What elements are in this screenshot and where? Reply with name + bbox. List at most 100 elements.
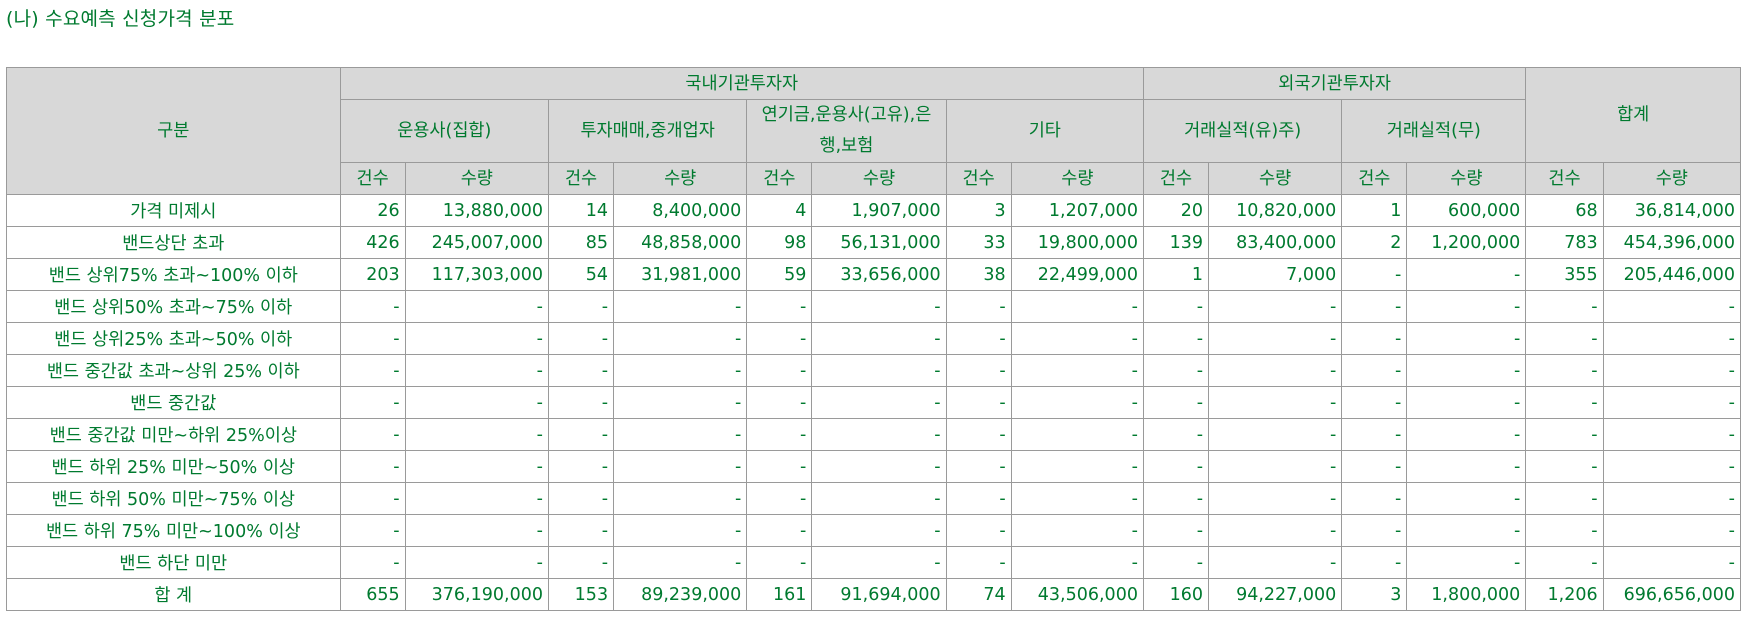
qty-cell: -: [1208, 386, 1343, 419]
qty-cell: 33,656,000: [811, 258, 947, 291]
count-cell: 2: [1341, 226, 1408, 259]
qty-cell: -: [811, 546, 947, 579]
table-row: 밴드 하위 75% 미만~100% 이상 - - - - - - - - - - - - - -: [6, 514, 1742, 547]
count-cell: 3: [1341, 578, 1408, 611]
qty-cell: -: [1406, 482, 1527, 515]
qty-cell: -: [1602, 354, 1742, 387]
count-cell: -: [547, 322, 615, 355]
qty-cell: -: [613, 418, 748, 451]
count-cell: -: [1341, 482, 1408, 515]
header-domestic: 국내기관투자자: [339, 67, 1144, 100]
qty-cell: -: [404, 450, 550, 483]
count-cell: 54: [547, 258, 615, 291]
count-cell: -: [746, 386, 813, 419]
qty-cell: -: [1602, 418, 1742, 451]
table-row: 밴드 상위50% 초과~75% 이하 - - - - - - - - - - - - - -: [6, 290, 1742, 323]
header-other: 기타: [945, 99, 1144, 163]
count-cell: -: [945, 354, 1012, 387]
qty-cell: -: [1010, 290, 1144, 323]
count-cell: -: [945, 322, 1012, 355]
table-row: 밴드 중간값 미만~하위 25%이상 - - - - - - - - - - - - - -: [6, 418, 1742, 451]
count-cell: -: [1525, 450, 1604, 483]
count-cell: -: [339, 322, 406, 355]
count-cell: -: [945, 386, 1012, 419]
count-cell: -: [1525, 386, 1604, 419]
table-row: 밴드 하위 25% 미만~50% 이상 - - - - - - - - - - - - - -: [6, 450, 1742, 483]
count-cell: -: [1142, 450, 1210, 483]
table-row: 밴드상단 초과 426 245,007,000 85 48,858,000 98 56,13…: [6, 226, 1742, 259]
count-cell: -: [1142, 290, 1210, 323]
qty-cell: -: [811, 322, 947, 355]
header-record-no: 거래실적(무): [1341, 99, 1527, 163]
qty-cell: 1,200,000: [1406, 226, 1527, 259]
row-label: 밴드 상위50% 초과~75% 이하: [6, 290, 341, 323]
row-label: 합 계: [6, 578, 341, 611]
qty-cell: -: [613, 290, 748, 323]
qty-cell: 1,907,000: [811, 194, 947, 227]
qty-cell: -: [1208, 514, 1343, 547]
count-cell: -: [746, 354, 813, 387]
qty-cell: -: [1010, 514, 1144, 547]
qty-cell: 91,694,000: [811, 578, 947, 611]
header-category: 구분: [6, 67, 341, 195]
demand-forecast-table: 구분 국내기관투자자 외국기관투자자 합계 운용사(집합) 투자매매,중개업자 …: [6, 67, 1742, 611]
qty-cell: 1,207,000: [1010, 194, 1144, 227]
qty-cell: 43,506,000: [1010, 578, 1144, 611]
qty-cell: -: [1406, 514, 1527, 547]
qty-cell: 696,656,000: [1602, 578, 1742, 611]
count-cell: -: [339, 450, 406, 483]
qty-cell: -: [613, 482, 748, 515]
row-label: 밴드 상위75% 초과~100% 이하: [6, 258, 341, 291]
row-label: 밴드 하단 미만: [6, 546, 341, 579]
count-cell: -: [945, 450, 1012, 483]
count-cell: -: [1341, 322, 1408, 355]
count-cell: -: [746, 322, 813, 355]
header-count: 건수: [746, 162, 813, 195]
count-cell: 161: [746, 578, 813, 611]
header-qty: 수량: [1010, 162, 1144, 195]
header-qty: 수량: [1602, 162, 1742, 195]
header-pension: 연기금,운용사(고유),은행,보험: [746, 99, 947, 163]
qty-cell: -: [1010, 482, 1144, 515]
count-cell: -: [1525, 546, 1604, 579]
count-cell: -: [1341, 418, 1408, 451]
header-count: 건수: [1142, 162, 1210, 195]
count-cell: -: [1525, 514, 1604, 547]
qty-cell: -: [1010, 386, 1144, 419]
count-cell: -: [746, 482, 813, 515]
qty-cell: -: [1406, 450, 1527, 483]
count-cell: -: [547, 386, 615, 419]
qty-cell: -: [1602, 514, 1742, 547]
qty-cell: -: [1208, 450, 1343, 483]
qty-cell: 56,131,000: [811, 226, 947, 259]
qty-cell: -: [404, 322, 550, 355]
count-cell: -: [1525, 322, 1604, 355]
row-label: 밴드 중간값 미만~하위 25%이상: [6, 418, 341, 451]
count-cell: 355: [1525, 258, 1604, 291]
count-cell: 98: [746, 226, 813, 259]
count-cell: -: [547, 482, 615, 515]
row-label: 밴드 하위 75% 미만~100% 이상: [6, 514, 341, 547]
row-label: 밴드 중간값: [6, 386, 341, 419]
qty-cell: -: [404, 546, 550, 579]
row-label: 밴드 하위 50% 미만~75% 이상: [6, 482, 341, 515]
count-cell: -: [547, 290, 615, 323]
qty-cell: -: [811, 354, 947, 387]
count-cell: -: [1525, 354, 1604, 387]
qty-cell: -: [1010, 418, 1144, 451]
table-row: 밴드 하위 50% 미만~75% 이상 - - - - - - - - - - - - - -: [6, 482, 1742, 515]
qty-cell: 600,000: [1406, 194, 1527, 227]
table-row: 밴드 상위25% 초과~50% 이하 - - - - - - - - - - - - - -: [6, 322, 1742, 355]
qty-cell: -: [1602, 546, 1742, 579]
count-cell: -: [339, 290, 406, 323]
header-qty: 수량: [1406, 162, 1527, 195]
count-cell: -: [746, 546, 813, 579]
header-qty: 수량: [1208, 162, 1343, 195]
qty-cell: -: [1208, 322, 1343, 355]
header-qty: 수량: [404, 162, 550, 195]
count-cell: -: [1142, 418, 1210, 451]
qty-cell: -: [404, 290, 550, 323]
qty-cell: -: [613, 546, 748, 579]
count-cell: -: [1341, 290, 1408, 323]
count-cell: 3: [945, 194, 1012, 227]
